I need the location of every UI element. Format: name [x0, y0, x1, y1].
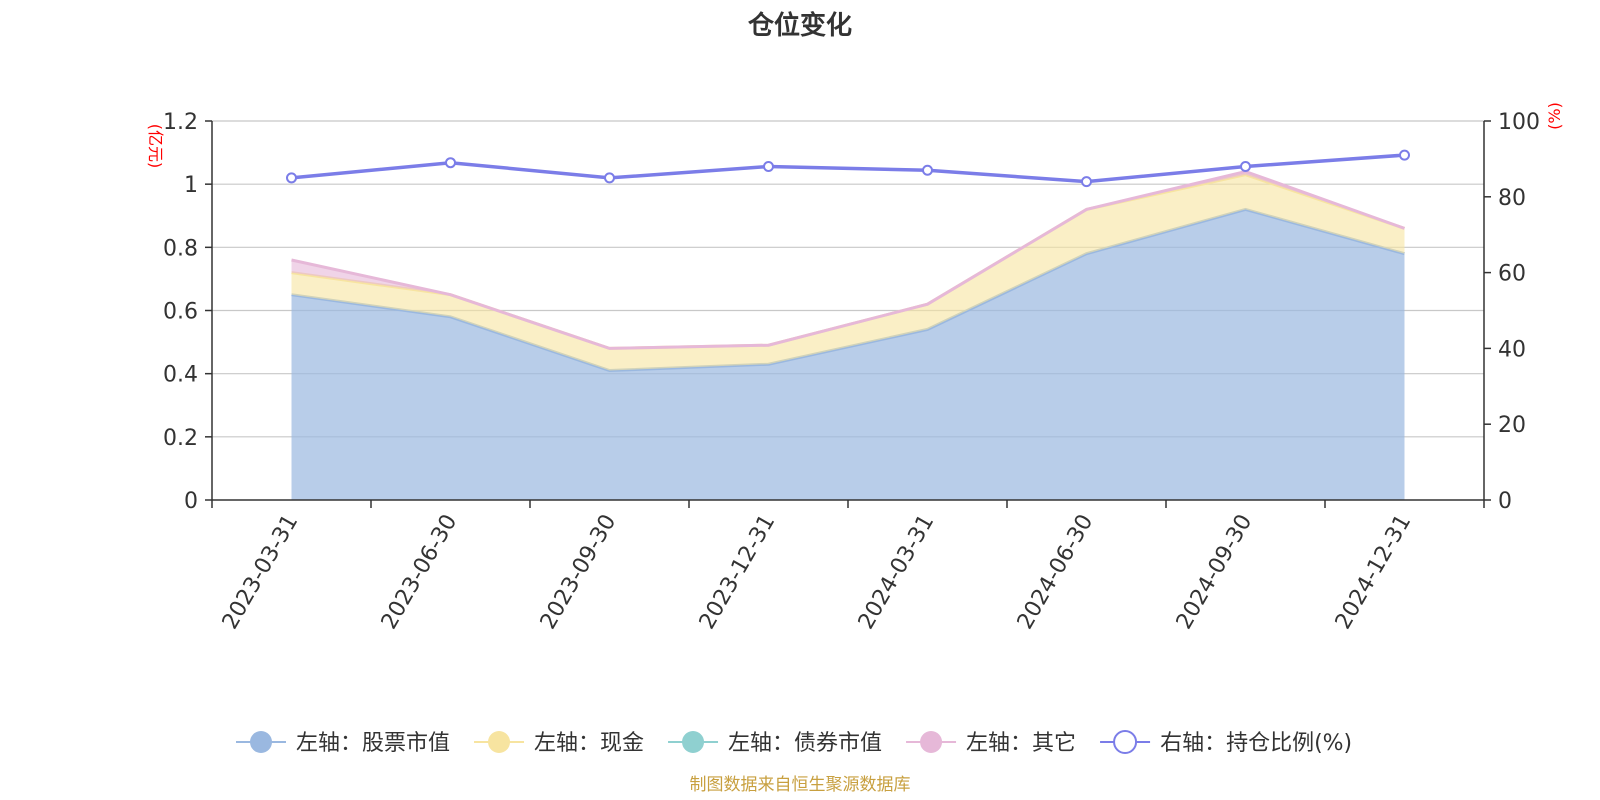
legend-label: 左轴：其它 [966, 731, 1076, 756]
legend-label: 右轴：持仓比例(%) [1160, 731, 1352, 756]
legend-circle-marker [682, 731, 705, 753]
legend-item-3[interactable]: 左轴：其它 [906, 731, 1076, 756]
x-axis-tick-label: 2024-09-30 [1172, 510, 1258, 633]
legend-label: 左轴：现金 [534, 731, 644, 756]
legend-circle-marker [488, 731, 511, 753]
left-axis-unit: (亿元) [146, 124, 165, 169]
ratio-point[interactable] [604, 172, 615, 184]
ratio-line-series [286, 149, 1410, 188]
area-edge-series-3 [291, 169, 1406, 350]
right-axis-unit: (%) [1545, 102, 1564, 130]
legend: 左轴：股票市值 左轴：现金 左轴：债券市值 左轴：其它 右轴：持仓比例(%) [236, 730, 1352, 756]
chart-title: 仓位变化 [747, 10, 852, 41]
legend-circle-marker [1113, 730, 1138, 754]
area-series [291, 169, 1406, 500]
x-axis-tick-label: 2023-12-31 [695, 510, 781, 633]
legend-item-4[interactable]: 右轴：持仓比例(%) [1100, 730, 1352, 756]
left-axis-tick-label: 0.6 [163, 300, 198, 325]
right-axis-tick-label: 80 [1498, 186, 1526, 211]
legend-label: 左轴：股票市值 [296, 731, 450, 756]
left-axis-tick-label: 1.2 [163, 110, 198, 135]
ratio-point[interactable] [1081, 176, 1092, 188]
legend-circle-marker [920, 731, 943, 753]
left-axis-tick-label: 0.8 [163, 236, 198, 261]
ratio-point[interactable] [1399, 149, 1410, 161]
ratio-point[interactable] [286, 172, 297, 184]
area-fill-series-0 [291, 209, 1405, 500]
x-axis-tick-label: 2024-06-30 [1013, 510, 1099, 633]
left-axis-tick-label: 0.2 [163, 426, 198, 451]
legend-item-2[interactable]: 左轴：债券市值 [668, 731, 882, 756]
ratio-point[interactable] [1240, 160, 1251, 172]
right-axis-tick-label: 40 [1498, 337, 1526, 362]
ratio-point[interactable] [763, 160, 774, 172]
x-axis-tick-label: 2023-03-31 [218, 510, 304, 633]
left-axis-tick-label: 1 [184, 173, 198, 198]
right-axis-tick-label: 20 [1498, 413, 1526, 438]
x-axis-tick-label: 2023-09-30 [536, 510, 622, 633]
legend-item-0[interactable]: 左轴：股票市值 [236, 731, 450, 756]
data-source-note: 制图数据来自恒生聚源数据库 [690, 775, 911, 795]
x-axis-tick-label: 2024-12-31 [1331, 510, 1417, 633]
right-axis-tick-label: 0 [1498, 489, 1512, 514]
x-axis-tick-label: 2024-03-31 [854, 510, 940, 633]
right-axis-tick-label: 60 [1498, 262, 1526, 287]
area-fill-series-1 [291, 174, 1405, 371]
ratio-point[interactable] [922, 164, 933, 176]
ratio-point[interactable] [445, 157, 456, 169]
left-axis-tick-label: 0 [184, 489, 198, 514]
right-axis-tick-label: 100 [1498, 110, 1540, 135]
ratio-line [291, 153, 1405, 184]
x-axis-tick-label: 2023-06-30 [377, 510, 463, 633]
legend-label: 左轴：债券市值 [728, 731, 882, 756]
left-axis-tick-label: 0.4 [163, 363, 198, 388]
legend-item-1[interactable]: 左轴：现金 [474, 731, 644, 756]
legend-circle-marker [250, 731, 272, 753]
